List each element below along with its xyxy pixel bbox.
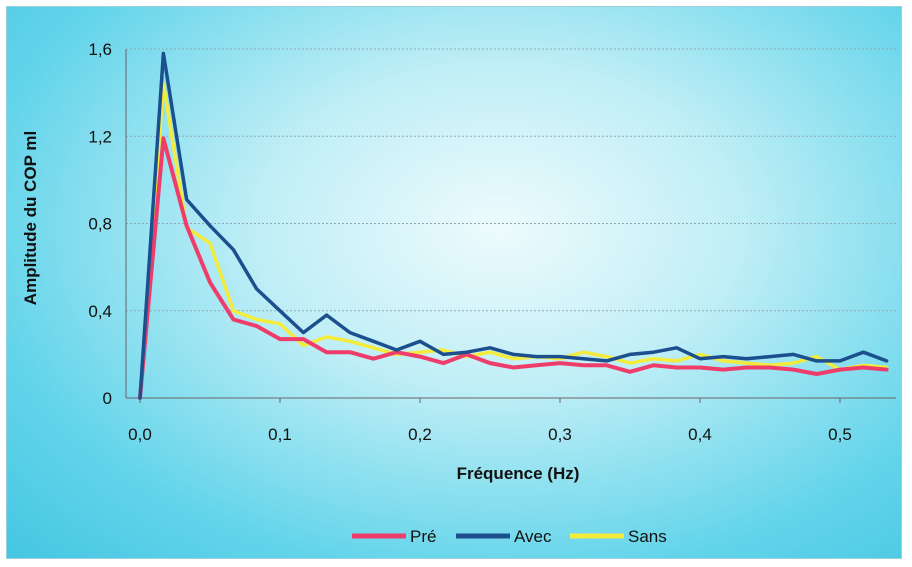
- grid-lines: [126, 48, 896, 312]
- series-line-sans: [138, 82, 889, 400]
- legend-label: Sans: [628, 527, 667, 546]
- series-lines: [138, 51, 889, 400]
- x-tick-label: 0,5: [828, 425, 852, 444]
- y-axis-label: Amplitude du COP ml: [21, 131, 40, 305]
- x-tick-label: 0,4: [688, 425, 712, 444]
- legend-label: Pré: [410, 527, 436, 546]
- y-tick-label: 0,8: [88, 215, 112, 234]
- chart-area: [6, 6, 902, 559]
- x-tick-label: 0,2: [408, 425, 432, 444]
- series-line-pr: [138, 136, 889, 400]
- series-line-avec: [138, 51, 889, 400]
- axes: [125, 49, 896, 403]
- legend: Pré Avec Sans: [352, 527, 667, 546]
- tick-labels: 0 0,4 0,8 1,2 1,6 0,0 0,1 0,2 0,3 0,4 0,5: [88, 40, 851, 444]
- y-tick-label: 1,2: [88, 127, 112, 146]
- y-tick-label: 1,6: [88, 40, 112, 59]
- x-axis-label: Fréquence (Hz): [457, 464, 580, 483]
- x-tick-label: 0,3: [548, 425, 572, 444]
- x-tick-label: 0,0: [128, 425, 152, 444]
- y-tick-label: 0: [103, 389, 112, 408]
- legend-label: Avec: [514, 527, 552, 546]
- x-tick-label: 0,1: [268, 425, 292, 444]
- y-tick-label: 0,4: [88, 302, 112, 321]
